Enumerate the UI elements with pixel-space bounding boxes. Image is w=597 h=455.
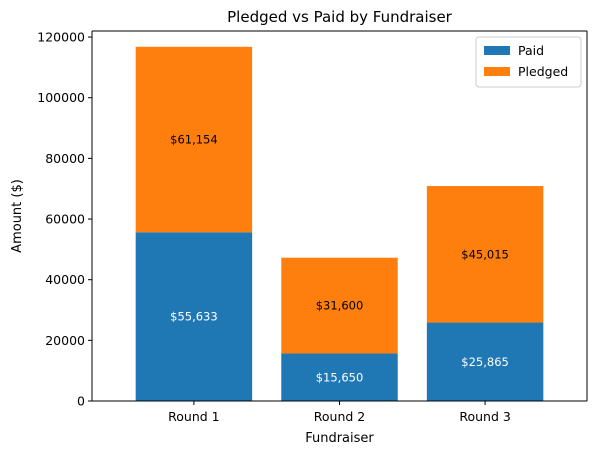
x-tick-label: Round 1 [168,409,219,424]
bars-layer: $55,633 $61,154 $15,650 $31,600 $25,865 $45,0… [135,46,544,401]
x-tick-label: Round 2 [314,409,365,424]
legend: Paid Pledged [475,36,582,88]
bar-pledged-2 [281,257,398,354]
x-axis-label: Fundraiser [305,431,374,446]
bar-value-label: $55,633 [170,310,218,324]
bar-pledged-3 [426,186,544,323]
y-tick-label: 0 [77,394,85,409]
y-axis-label: Amount ($) [10,179,25,253]
y-tick-label: 120000 [37,30,85,45]
bar-pledged-1 [135,46,253,233]
bar-value-label: $45,015 [461,247,509,261]
chart-title: Pledged vs Paid by Fundraiser [227,8,453,26]
bar-value-label: $15,650 [316,370,364,384]
bar-paid-1 [135,232,253,401]
legend-swatch-paid [484,46,510,55]
y-tick-label: 40000 [45,272,85,287]
axes-layer: 0 20000 40000 60000 80000 100000 120000 Round 1… [37,30,588,424]
y-tick-label: 60000 [45,212,85,227]
y-tick-label: 20000 [45,333,85,348]
bar-value-label: $61,154 [170,133,218,147]
x-tick-label: Round 3 [459,409,510,424]
y-tick-label: 100000 [37,90,85,105]
bar-paid-3 [426,322,544,401]
bar-value-label: $31,600 [316,299,364,313]
bar-value-label: $25,865 [461,355,509,369]
legend-swatch-pledged [484,67,510,76]
legend-label-pledged: Pledged [518,64,568,79]
legend-label-paid: Paid [518,43,544,58]
y-tick-label: 80000 [45,151,85,166]
bar-paid-2 [281,353,398,401]
